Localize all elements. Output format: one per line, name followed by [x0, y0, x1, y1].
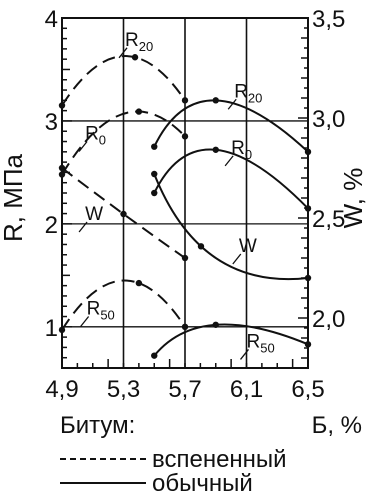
series-label-leader — [118, 47, 128, 59]
data-point — [212, 321, 219, 328]
series-label: R50 — [247, 331, 275, 355]
data-point — [197, 243, 205, 250]
data-point — [181, 254, 189, 262]
data-point — [181, 323, 189, 331]
y-right-axis-label: W, % — [338, 168, 368, 229]
y-left-tick-label: 2 — [45, 212, 58, 239]
series-label: R0 — [231, 138, 252, 162]
series-label: W — [239, 236, 257, 257]
legend-header: Битум: Б, % — [60, 408, 370, 442]
data-point — [212, 146, 219, 153]
y-left-tick-label: 1 — [45, 315, 58, 342]
data-point — [120, 210, 127, 218]
data-point — [304, 274, 312, 282]
series-label: R0 — [85, 123, 106, 147]
series-label-leader — [239, 349, 250, 360]
data-point — [304, 148, 312, 156]
data-point — [151, 143, 158, 150]
axes: 1 2 3 4 2,0 2,5 3,0 3,5 4,9 5,3 5,7 6,1 6,5 — [45, 6, 346, 403]
y-left-tick-label: 4 — [45, 6, 58, 33]
data-point — [135, 279, 143, 287]
data-point — [58, 102, 66, 109]
series-line-обычный-R50 — [153, 323, 309, 357]
series-line-вспененный-R50 — [61, 279, 186, 331]
series-label: R50 — [87, 298, 115, 322]
x-tick-label: 5,3 — [107, 376, 140, 403]
x-tick-label: 6,5 — [291, 376, 324, 403]
data-point — [212, 97, 219, 104]
legend-title: Битум: — [60, 412, 136, 439]
y-left-axis-label: R, МПа — [0, 153, 28, 242]
y-left-tick-label: 3 — [45, 109, 58, 136]
x-tick-label: 5,7 — [168, 376, 201, 403]
legend-dashed-swatch — [60, 458, 146, 460]
data-point — [181, 133, 189, 140]
data-point — [58, 171, 66, 178]
data-point — [58, 326, 66, 334]
series-label: R20 — [125, 30, 153, 54]
guide-lines — [62, 18, 308, 368]
series-label-leader — [232, 253, 242, 265]
data-point — [135, 108, 143, 115]
series-labels: R20 R0 W R50 R20 R0 W R50 — [78, 30, 275, 360]
data-point — [151, 189, 158, 197]
data-point — [181, 97, 189, 104]
legend-label-regular: обычный — [152, 470, 253, 497]
y-right-tick-label: 2,5 — [312, 206, 345, 233]
data-point — [151, 170, 158, 178]
legend-entry-regular: обычный — [60, 470, 360, 497]
y-right-tick-label: 2,0 — [312, 306, 345, 333]
series-label: W — [85, 204, 103, 225]
series-line-обычный-W — [153, 173, 309, 281]
series-label-leader — [80, 316, 90, 327]
legend-label-foamed: вспененный — [152, 446, 287, 473]
data-point — [131, 54, 139, 61]
x-tick-label: 6,1 — [230, 376, 263, 403]
series-label-leader — [224, 155, 234, 167]
series-line-вспененный-R20 — [61, 55, 186, 107]
data-point — [58, 164, 66, 172]
legend-solid-swatch — [60, 482, 146, 484]
series-label-leader — [78, 141, 88, 152]
y-right-tick-label: 3,0 — [312, 106, 345, 133]
series-label-leader — [78, 221, 88, 233]
legend-entry-foamed: вспененный — [60, 446, 360, 473]
series-line-вспененный-R0 — [61, 110, 186, 175]
series-label: R20 — [234, 81, 262, 105]
data-point — [304, 205, 312, 212]
data-point — [151, 352, 158, 359]
data-point — [304, 341, 312, 348]
y-right-tick-label: 3,5 — [312, 6, 345, 33]
series — [58, 54, 312, 359]
x-axis-label: Б, % — [311, 412, 362, 439]
series-label-leader — [227, 98, 237, 110]
x-tick-label: 4,9 — [45, 376, 78, 403]
